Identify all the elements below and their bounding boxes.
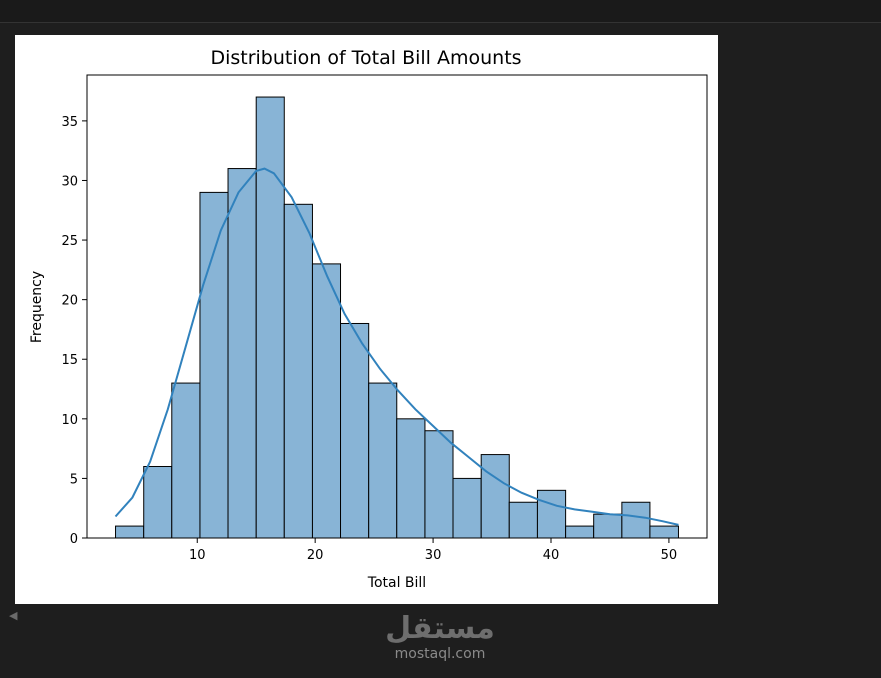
watermark-url: mostaql.com [394, 646, 486, 662]
x-tick-label: 50 [661, 548, 678, 563]
histogram-bar [565, 525, 595, 539]
histogram-bar [621, 501, 651, 539]
bars-layer [115, 96, 679, 539]
histogram-chart: Distribution of Total Bill Amounts 10 20 3… [29, 47, 708, 591]
x-tick-label: 40 [543, 548, 560, 563]
histogram-bar [227, 168, 257, 539]
histogram-bar [311, 263, 342, 539]
y-tick-label: 10 [61, 413, 78, 428]
chart-title: Distribution of Total Bill Amounts [210, 47, 521, 69]
histogram-bar [368, 382, 398, 539]
y-tick-label: 5 [70, 472, 78, 487]
y-tick-label: 30 [61, 174, 78, 189]
scroll-left-icon[interactable]: ◀ [9, 609, 18, 622]
x-axis-ticks: 10 20 30 40 50 [189, 538, 677, 563]
watermark: مستقل mostaql.com [380, 611, 500, 663]
y-tick-label: 15 [61, 353, 78, 368]
histogram-bar [199, 191, 229, 539]
histogram-bar [536, 489, 567, 539]
histogram-bar [649, 525, 679, 539]
x-tick-label: 10 [189, 548, 206, 563]
kde-line [114, 167, 679, 526]
histogram-bar [480, 454, 510, 539]
x-tick-label: 30 [425, 548, 442, 563]
y-axis-label: Frequency [29, 271, 45, 343]
histogram-bar [283, 203, 313, 539]
histogram-bar [424, 430, 454, 539]
histogram-bar [143, 465, 173, 539]
y-tick-label: 25 [61, 234, 78, 249]
histogram-bar [593, 513, 623, 539]
histogram-bar [340, 322, 370, 539]
histogram-bar [255, 96, 285, 539]
chart-figure: Distribution of Total Bill Amounts 10 20 3… [15, 35, 718, 604]
histogram-bar [396, 418, 426, 539]
histogram-bar [171, 382, 201, 539]
x-axis-label: Total Bill [367, 575, 426, 591]
y-tick-label: 35 [61, 115, 78, 130]
notebook-top-bar [0, 0, 881, 23]
histogram-bar [508, 501, 538, 539]
y-tick-label: 0 [70, 532, 78, 547]
plot-frame [86, 74, 708, 539]
histogram-bar [115, 525, 145, 539]
x-tick-label: 20 [307, 548, 324, 563]
y-tick-label: 20 [61, 294, 78, 309]
histogram-bar [452, 477, 482, 539]
y-axis-ticks: 0 5 10 15 20 25 30 35 [61, 115, 87, 547]
watermark-logo: مستقل [385, 611, 495, 646]
